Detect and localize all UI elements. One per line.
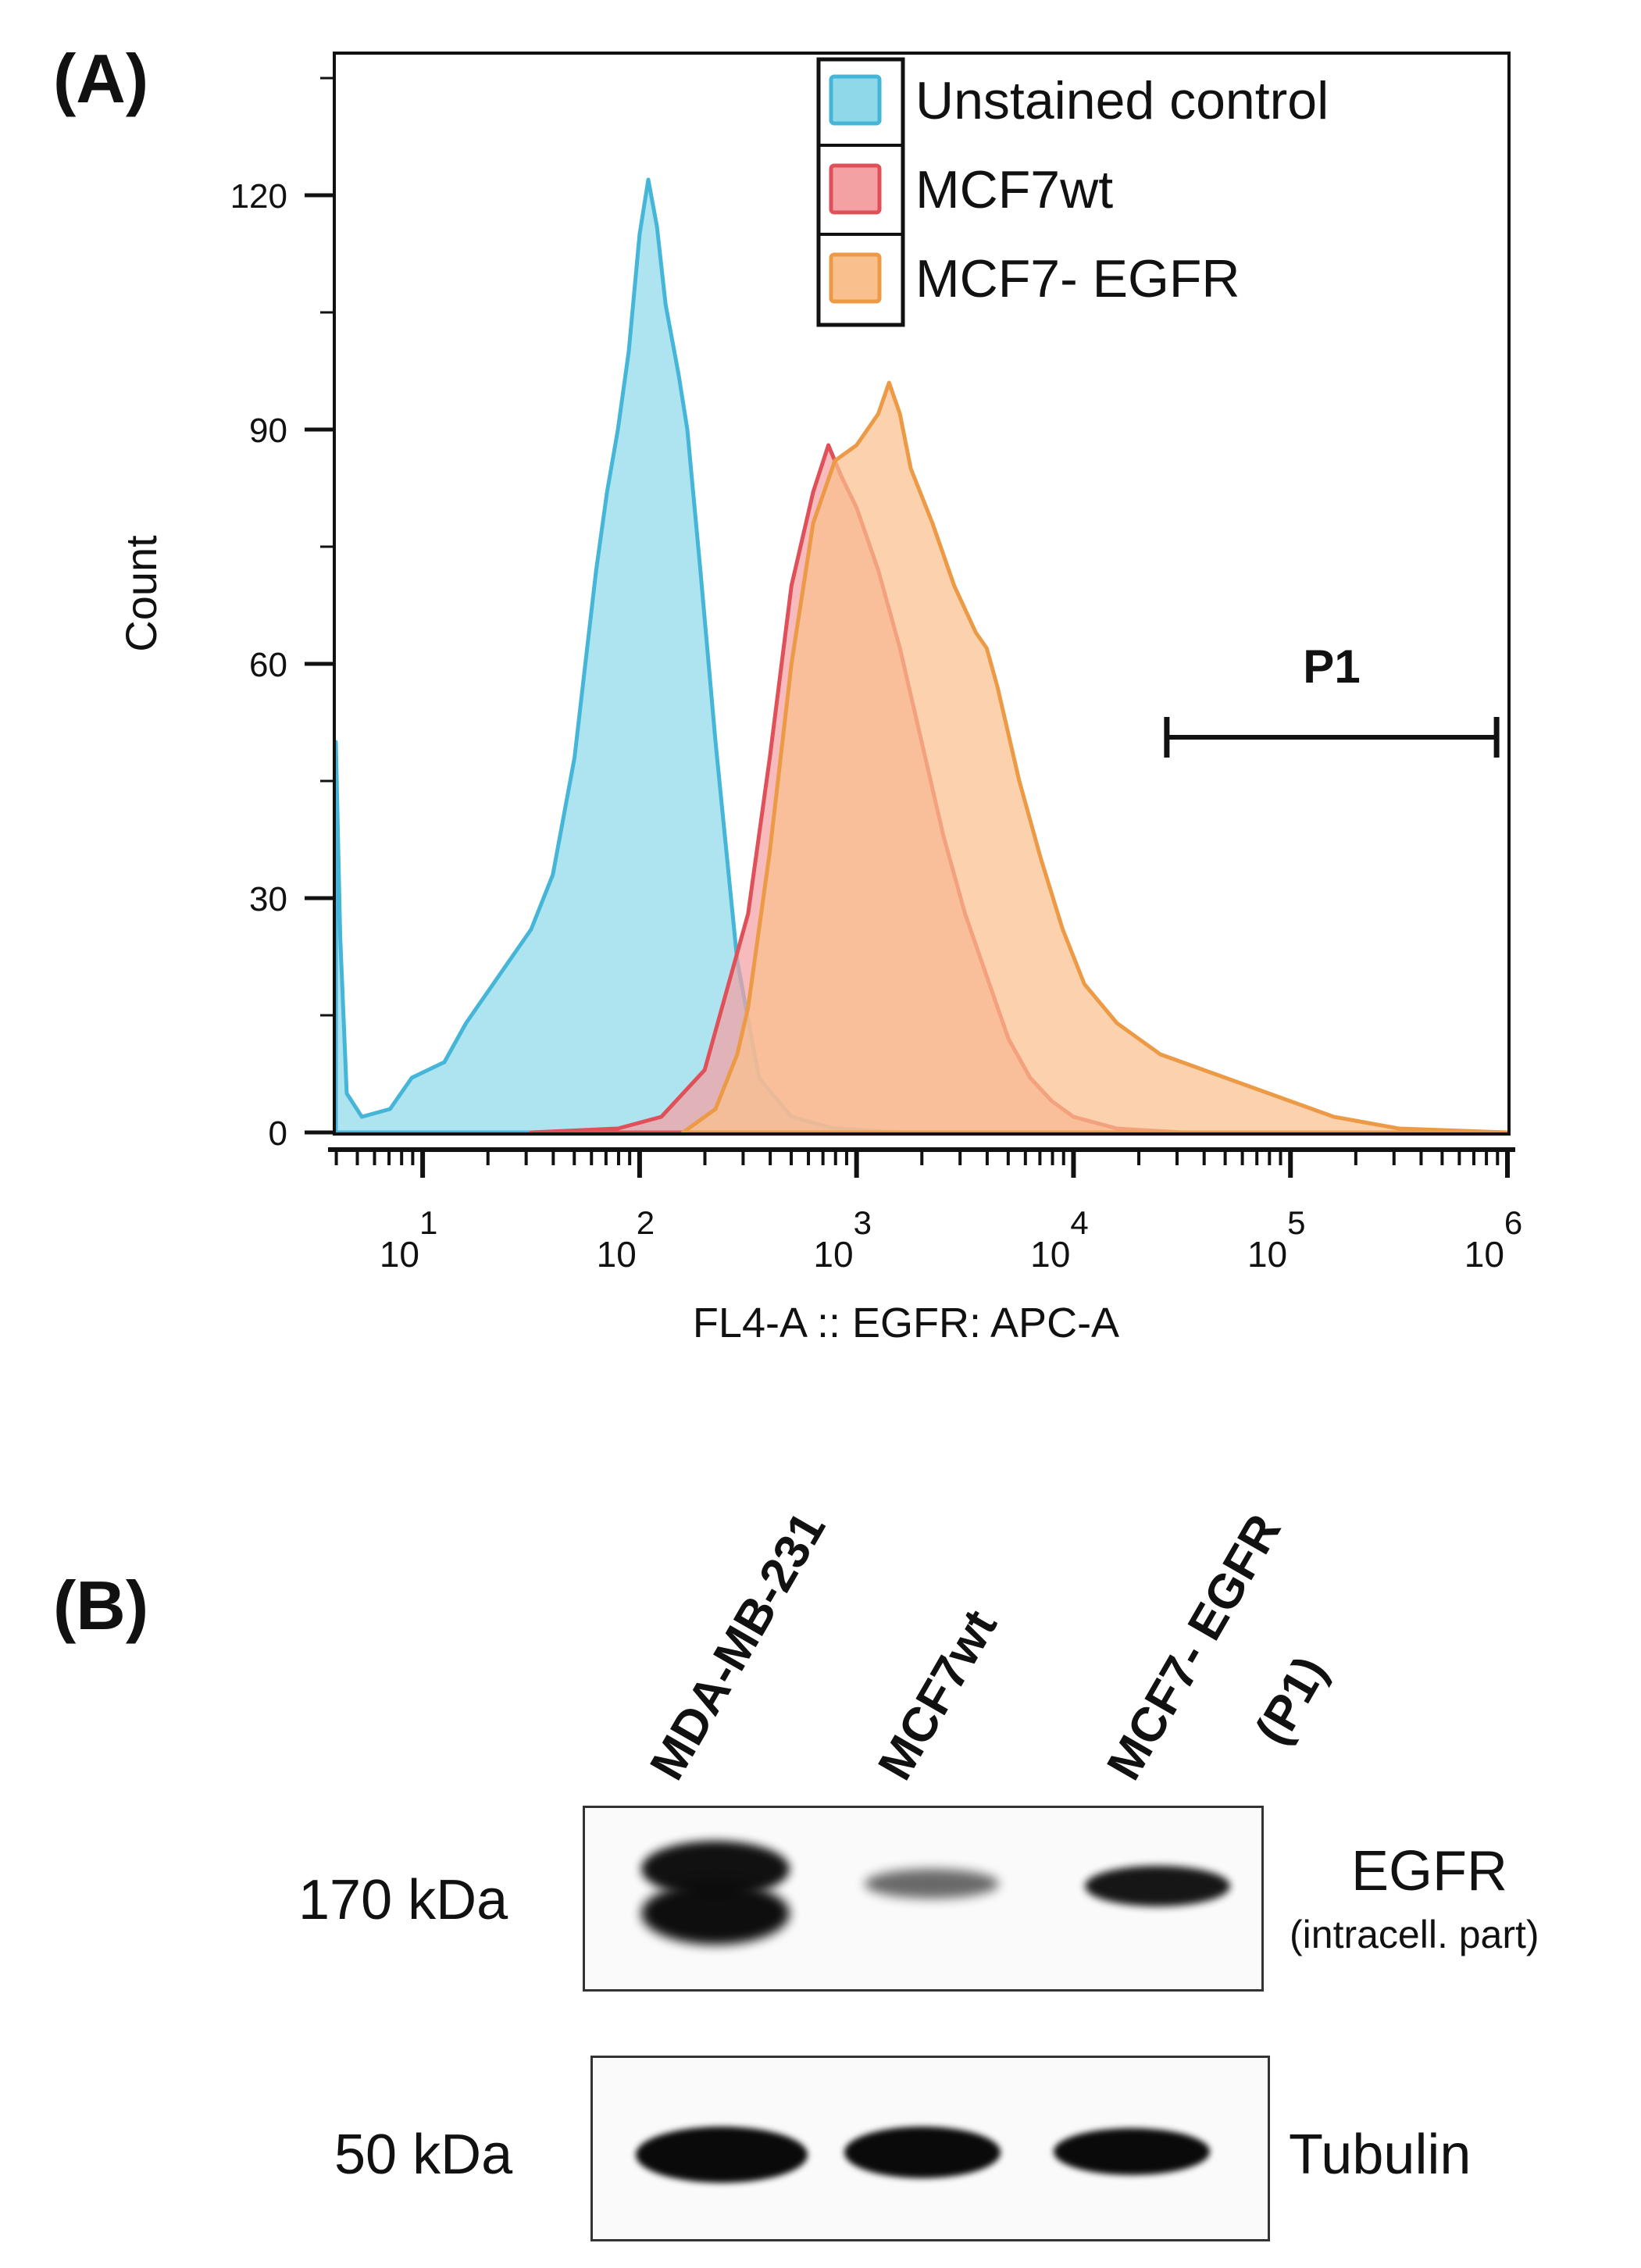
band-egfr-mcf7wt bbox=[865, 1869, 999, 1899]
plot-frame bbox=[333, 52, 1511, 1136]
legend: Unstained control MCF7wt MCF7- EGFR bbox=[816, 57, 1329, 327]
y-tick-label-90: 90 bbox=[249, 412, 287, 450]
flow-cytometry-histogram: 0 30 60 90 120 101 102 103 104 105 106 P1 Unstaine… bbox=[116, 52, 1523, 1346]
x-tick-label-1e5: 105 bbox=[1247, 1204, 1306, 1275]
axis-layer: 0 30 60 90 120 101 102 103 104 105 106 bbox=[230, 77, 1523, 1275]
blot-egfr bbox=[583, 1806, 1264, 1992]
blot-egfr-protein: EGFR bbox=[1351, 1840, 1508, 1902]
blot-egfr-marker: 170 kDa bbox=[298, 1869, 508, 1931]
lane-label-mda-mb-231: MDA-MB-231 bbox=[640, 1503, 837, 1789]
legend-swatch-mcf7-egfr bbox=[829, 252, 882, 304]
y-axis-title: Count bbox=[116, 535, 166, 652]
y-tick-label-0: 0 bbox=[269, 1114, 287, 1153]
series-mcf7-egfr-area bbox=[680, 380, 1510, 1135]
panel-a-label: (A) bbox=[53, 40, 149, 117]
lane-label-mcf7wt: MCF7wt bbox=[868, 1601, 1008, 1789]
y-tick-label-120: 120 bbox=[230, 177, 287, 216]
blot-tubulin-protein: Tubulin bbox=[1289, 2124, 1472, 2186]
y-tick-label-60: 60 bbox=[249, 646, 287, 684]
blot-tubulin-marker: 50 kDa bbox=[334, 2124, 513, 2186]
panel-b-label: (B) bbox=[53, 1567, 149, 1644]
legend-label-mcf7wt: MCF7wt bbox=[915, 160, 1113, 219]
blot-egfr-note: (intracell. part) bbox=[1290, 1913, 1539, 1956]
x-tick-label-1e1: 101 bbox=[380, 1204, 438, 1275]
blot-tubulin bbox=[590, 2056, 1270, 2241]
lane-label-mcf7-egfr: MCF7- EGFR bbox=[1097, 1505, 1292, 1789]
band-tubulin-mcf7wt bbox=[844, 2127, 1001, 2178]
series-layer bbox=[334, 177, 1510, 1135]
series-unstained-control-area bbox=[334, 177, 902, 1135]
legend-swatch-unstained-control bbox=[829, 74, 882, 126]
gate-p1-label: P1 bbox=[1303, 640, 1360, 693]
lane-label-p1: (P1) bbox=[1245, 1647, 1338, 1754]
y-tick-label-30: 30 bbox=[249, 880, 287, 918]
x-tick-label-1e6: 106 bbox=[1464, 1204, 1523, 1275]
legend-label-unstained-control: Unstained control bbox=[915, 71, 1329, 130]
band-tubulin-mcf7-egfr bbox=[1054, 2128, 1210, 2175]
legend-frame bbox=[816, 57, 905, 327]
x-tick-label-1e3: 103 bbox=[813, 1204, 872, 1275]
x-axis-title: FL4-A :: EGFR: APC-A bbox=[693, 1300, 1119, 1346]
band-tubulin-mda-mb-231 bbox=[636, 2127, 808, 2183]
band-egfr-mda-mb-231-lower bbox=[641, 1882, 790, 1945]
x-tick-label-1e4: 104 bbox=[1030, 1204, 1089, 1275]
gate-p1: P1 bbox=[1164, 640, 1500, 758]
legend-label-mcf7-egfr: MCF7- EGFR bbox=[915, 249, 1240, 308]
band-egfr-mcf7-egfr bbox=[1085, 1866, 1230, 1906]
legend-swatch-mcf7wt bbox=[829, 163, 882, 215]
x-tick-label-1e2: 102 bbox=[597, 1204, 655, 1275]
